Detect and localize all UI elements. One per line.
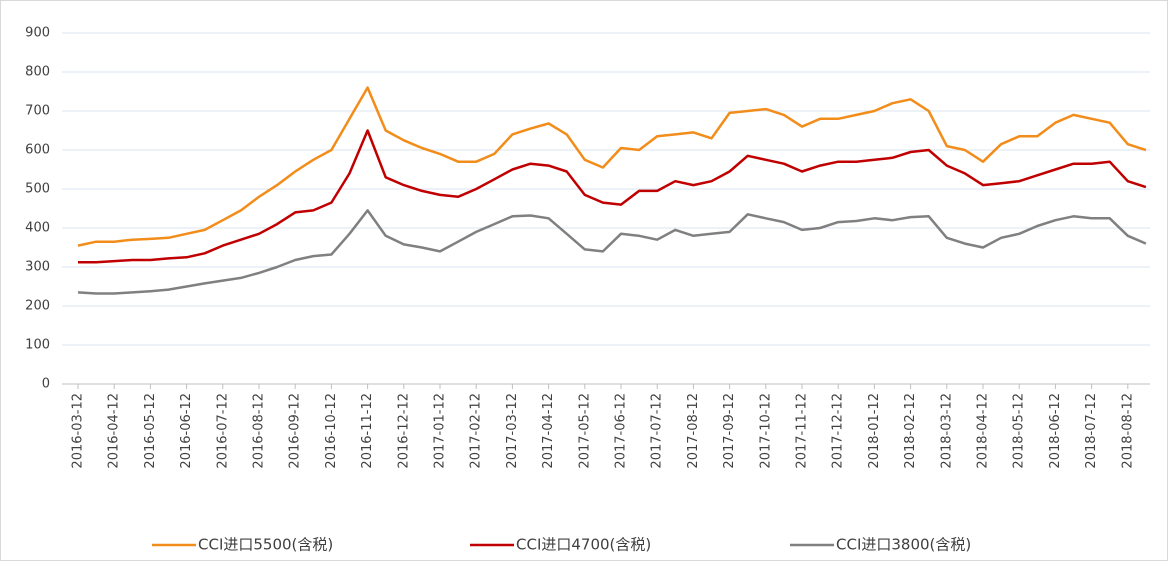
legend-label: CCI进口3800(含税) [836,536,971,554]
x-tick-label: 2016-09-12 [288,393,303,469]
x-tick-label: 2016-04-12 [107,393,122,469]
x-tick-label: 2016-05-12 [143,393,158,469]
x-tick-label: 2017-06-12 [614,393,629,469]
y-tick-label: 900 [25,26,50,41]
x-tick-label: 2017-05-12 [577,393,592,469]
x-tick-label: 2016-10-12 [324,393,339,469]
y-tick-label: 300 [25,260,50,275]
x-tick-label: 2018-07-12 [1084,393,1099,469]
x-tick-label: 2018-02-12 [903,393,918,469]
y-tick-label: 600 [25,143,50,158]
x-tick-label: 2016-11-12 [360,393,375,469]
x-tick-label: 2017-04-12 [541,393,556,469]
x-tick-label: 2017-10-12 [758,393,773,469]
x-tick-label: 2016-07-12 [215,393,230,469]
x-tick-label: 2017-11-12 [795,393,810,469]
x-tick-label: 2018-03-12 [939,393,954,469]
x-tick-label: 2017-02-12 [469,393,484,469]
y-tick-label: 500 [25,182,50,197]
y-tick-label: 400 [25,221,50,236]
series-line [77,209,1147,295]
x-tick-label: 2017-08-12 [686,393,701,469]
legend-label: CCI进口4700(含税) [516,536,651,554]
x-tick-label: 2016-12-12 [396,393,411,469]
x-tick-label: 2016-06-12 [179,393,194,469]
x-tick-label: 2018-01-12 [867,393,882,469]
y-tick-label: 100 [25,338,50,353]
x-tick-label: 2017-09-12 [722,393,737,469]
x-tick-label: 2017-07-12 [650,393,665,469]
x-tick-label: 2018-06-12 [1048,393,1063,469]
x-tick-label: 2018-08-12 [1120,393,1135,469]
legend-label: CCI进口5500(含税) [198,536,333,554]
series-line [78,129,1147,264]
y-tick-label: 800 [25,65,50,80]
x-tick-label: 2018-05-12 [1012,393,1027,469]
x-tick-label: 2017-01-12 [433,393,448,469]
x-tick-label: 2017-12-12 [831,393,846,469]
y-tick-label: 700 [25,104,50,119]
x-tick-label: 2016-03-12 [71,393,86,469]
x-tick-label: 2016-08-12 [252,393,267,469]
y-tick-label: 200 [25,299,50,314]
x-tick-label: 2018-04-12 [976,393,991,469]
x-tick-label: 2017-03-12 [505,393,520,469]
y-tick-label: 0 [42,377,50,392]
series-line [77,86,1147,247]
